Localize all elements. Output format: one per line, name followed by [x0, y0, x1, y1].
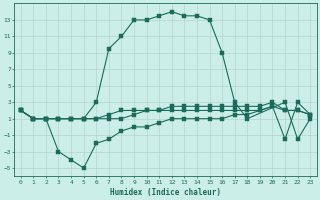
X-axis label: Humidex (Indice chaleur): Humidex (Indice chaleur) [110, 188, 221, 197]
